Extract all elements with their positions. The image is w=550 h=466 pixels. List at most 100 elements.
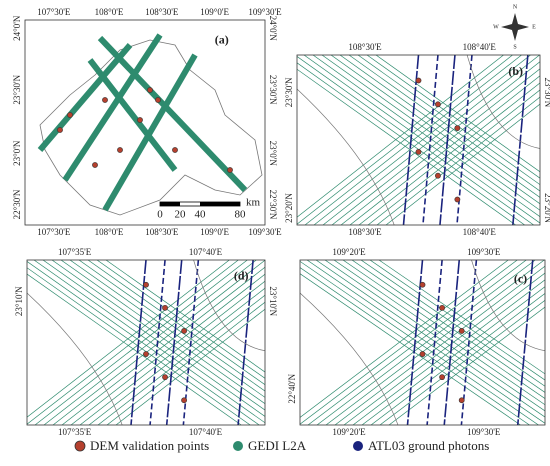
lon-label: 107°30'E	[37, 7, 71, 17]
compass-label: S	[513, 44, 516, 50]
lon-label: 109°30'E	[467, 247, 501, 257]
gedi-track	[370, 293, 545, 425]
lon-label: 108°30'E	[145, 227, 179, 237]
gedi-track	[316, 260, 536, 425]
validation-point	[155, 97, 161, 103]
lon-label: 107°40'E	[189, 427, 223, 437]
validation-point	[137, 117, 143, 123]
gedi-track	[375, 55, 540, 173]
validation-point	[419, 281, 426, 288]
gedi-track	[330, 55, 540, 205]
atl03-track	[422, 55, 439, 225]
gedi-track	[348, 55, 540, 192]
validation-point	[162, 304, 168, 311]
lon-label: 109°20'E	[332, 247, 366, 257]
atl03-track	[456, 55, 473, 225]
gedi-track	[313, 55, 531, 225]
gedi-track	[33, 260, 265, 424]
region-outline	[27, 260, 265, 425]
validation-point	[92, 162, 98, 168]
panel-content	[297, 55, 540, 225]
lon-label: 108°30'E	[348, 42, 382, 52]
lon-label: 108°0'E	[95, 7, 124, 17]
lat-label: 23°30'N	[543, 78, 550, 108]
gedi-track	[69, 260, 265, 398]
gedi-track	[342, 260, 545, 400]
legend-label: ATL03 ground photons	[368, 438, 489, 453]
gedi-track	[343, 272, 545, 425]
validation-point	[439, 374, 445, 381]
region-outline	[300, 260, 545, 425]
scale-bar	[200, 202, 240, 206]
gedi-track	[27, 260, 230, 418]
gedi-track	[97, 294, 265, 425]
atl03-track	[439, 55, 456, 225]
gedi-track	[315, 260, 545, 418]
gedi-track	[88, 287, 265, 425]
gedi-track	[106, 301, 265, 425]
gedi-track	[96, 260, 265, 379]
gedi-track	[352, 279, 545, 425]
gedi-track	[306, 260, 545, 424]
validation-point	[143, 351, 149, 357]
gedi-track	[312, 55, 540, 218]
gedi-track	[324, 260, 545, 412]
validation-point	[454, 196, 461, 203]
gedi-track	[357, 55, 540, 186]
compass-label: E	[532, 24, 536, 30]
validation-point	[147, 87, 153, 93]
validation-point	[67, 112, 73, 118]
gedi-track	[297, 55, 504, 218]
validation-point	[227, 167, 233, 173]
lon-label: 107°35'E	[58, 247, 92, 257]
gedi-swath	[97, 35, 248, 193]
gedi-track	[61, 266, 265, 425]
atl03-track	[460, 260, 478, 425]
lat-label: 24°0'N	[268, 16, 278, 42]
panel-label: (a)	[215, 32, 229, 46]
scale-unit: km	[246, 197, 261, 209]
gedi-track	[300, 273, 521, 425]
lon-label: 108°30'E	[145, 7, 179, 17]
gedi-track	[321, 55, 540, 211]
gedi-track	[376, 96, 540, 225]
lon-label: 108°0'E	[95, 227, 124, 237]
validation-point	[117, 147, 123, 153]
gedi-track	[34, 260, 248, 425]
gedi-track	[349, 75, 540, 225]
panel-label: (d)	[234, 268, 249, 282]
gedi-track	[297, 68, 516, 225]
gedi-track	[369, 260, 545, 381]
validation-point	[162, 374, 168, 381]
lat-label: 22°30'N	[268, 190, 278, 220]
gedi-track	[105, 260, 265, 373]
gedi-track	[43, 260, 257, 425]
gedi-track	[78, 260, 265, 392]
lon-label: 108°40'E	[463, 42, 497, 52]
gedi-track	[27, 267, 251, 425]
lon-label: 109°30'E	[467, 427, 501, 437]
gedi-swath	[62, 33, 163, 182]
region-outline	[297, 55, 540, 225]
atl03-track	[443, 260, 461, 425]
legend-swatch	[233, 441, 243, 451]
lon-label: 108°30'E	[348, 227, 382, 237]
panel-frame	[299, 259, 546, 426]
gedi-track	[331, 61, 540, 225]
lon-label: 109°30'E	[248, 227, 282, 237]
validation-point	[435, 172, 441, 179]
panel-frame	[296, 54, 541, 226]
scale-label: 40	[195, 209, 207, 221]
compass-rose	[501, 13, 529, 41]
validation-point	[435, 101, 441, 108]
validation-point	[143, 281, 149, 288]
lat-label: 23°30'N	[268, 75, 278, 105]
gedi-track	[351, 260, 545, 393]
scale-bar	[160, 202, 180, 206]
validation-point	[458, 397, 465, 404]
gedi-swath	[102, 53, 198, 212]
atl03-track	[516, 260, 534, 425]
scale-label: 20	[175, 209, 187, 221]
lat-label: 23°20'N	[284, 193, 294, 223]
legend-label: DEM validation points	[90, 438, 209, 453]
